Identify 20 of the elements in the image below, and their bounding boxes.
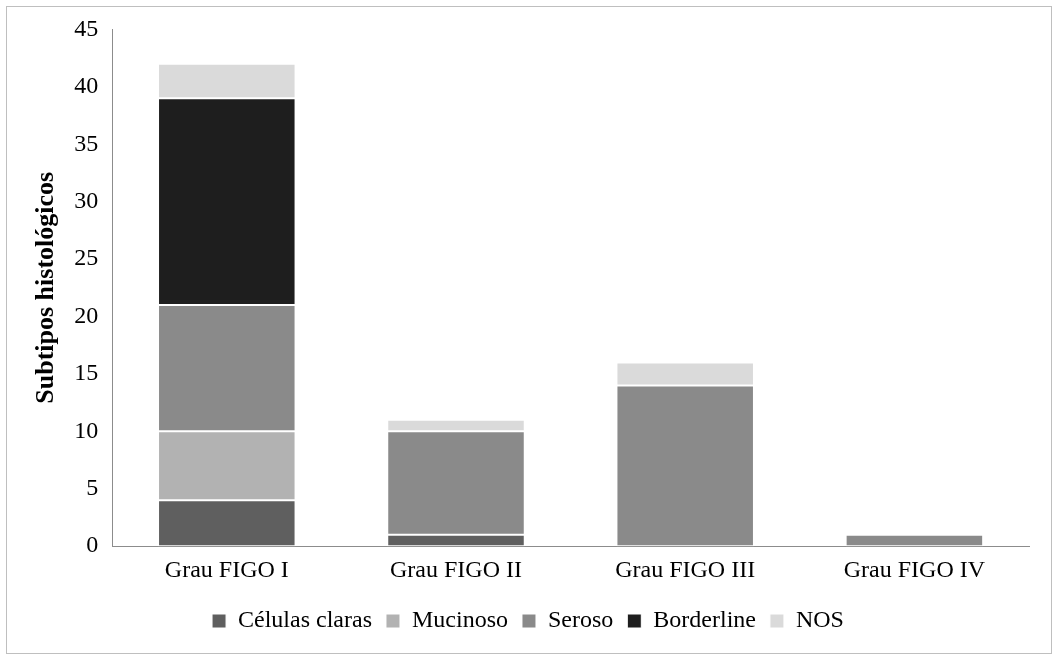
x-tick-label: Grau FIGO I [164, 555, 289, 582]
y-tick-label: 20 [74, 301, 99, 328]
x-tick-label: Grau FIGO IV [843, 555, 986, 582]
x-tick-label: Grau FIGO III [615, 555, 756, 582]
y-tick-label: 45 [74, 14, 99, 41]
y-tick-label: 0 [86, 531, 99, 558]
legend-label: Mucinoso [411, 606, 508, 633]
y-tick-label: 40 [74, 72, 99, 99]
y-tick-label: 10 [74, 416, 99, 443]
y-tick-label: 25 [74, 244, 99, 271]
y-tick-label: 30 [74, 186, 99, 213]
legend-label: NOS [795, 606, 844, 633]
y-tick-label: 15 [74, 359, 99, 386]
x-tick-label: Grau FIGO II [390, 555, 522, 582]
y-tick-label: 5 [86, 474, 99, 501]
legend-label: Borderline [653, 606, 756, 633]
y-axis-title: Subtipos histológicos [30, 171, 60, 404]
legend-label: Seroso [547, 606, 614, 633]
legend-label: Células claras [238, 606, 372, 633]
y-tick-label: 35 [74, 129, 99, 156]
